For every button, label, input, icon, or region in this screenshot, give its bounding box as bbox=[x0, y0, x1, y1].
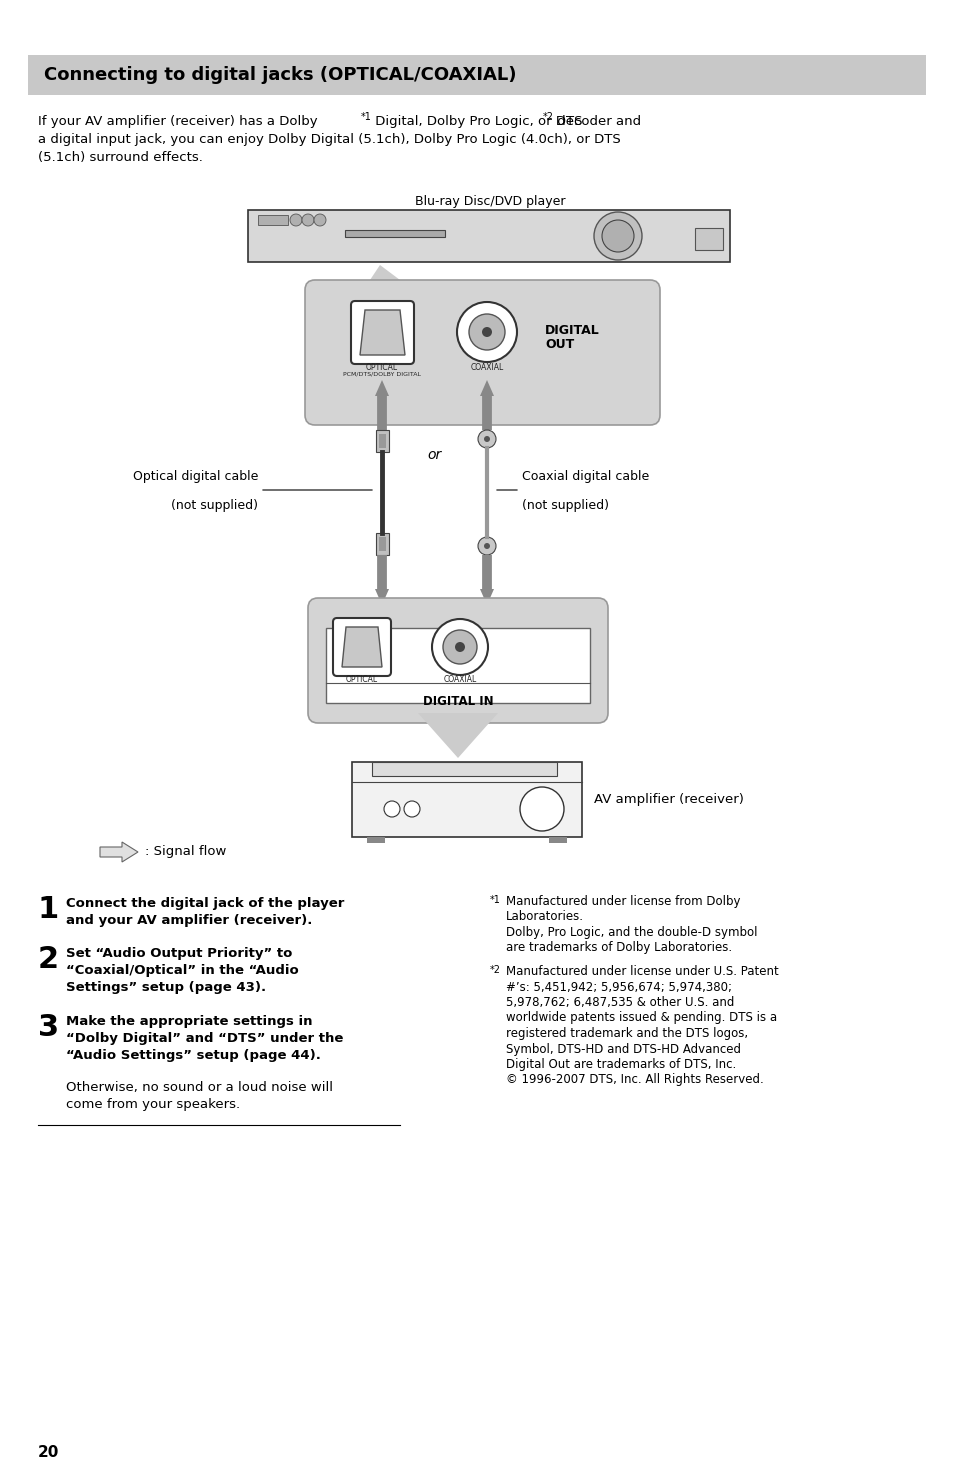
Text: Dolby, Pro Logic, and the double-D symbol: Dolby, Pro Logic, and the double-D symbo… bbox=[505, 925, 757, 939]
Bar bbox=[326, 627, 589, 703]
Text: Make the appropriate settings in: Make the appropriate settings in bbox=[66, 1014, 313, 1028]
Text: Connect the digital jack of the player: Connect the digital jack of the player bbox=[66, 897, 344, 911]
Text: Symbol, DTS-HD and DTS-HD Advanced: Symbol, DTS-HD and DTS-HD Advanced bbox=[505, 1043, 740, 1056]
Bar bbox=[28, 55, 925, 95]
Circle shape bbox=[519, 787, 563, 830]
Text: Optical digital cable: Optical digital cable bbox=[132, 470, 257, 483]
Text: COAXIAL: COAXIAL bbox=[443, 675, 476, 684]
Text: Set “Audio Output Priority” to: Set “Audio Output Priority” to bbox=[66, 948, 292, 960]
Text: AV amplifier (receiver): AV amplifier (receiver) bbox=[594, 792, 743, 805]
Text: or: or bbox=[427, 448, 441, 463]
Polygon shape bbox=[417, 713, 497, 758]
Circle shape bbox=[601, 219, 634, 252]
Text: 2: 2 bbox=[38, 945, 59, 974]
Circle shape bbox=[455, 642, 464, 653]
Text: (not supplied): (not supplied) bbox=[171, 498, 257, 512]
Text: *1: *1 bbox=[360, 113, 372, 122]
Text: (5.1ch) surround effects.: (5.1ch) surround effects. bbox=[38, 151, 203, 165]
Bar bbox=[375, 430, 389, 452]
Circle shape bbox=[483, 543, 490, 549]
Text: and your AV amplifier (receiver).: and your AV amplifier (receiver). bbox=[66, 914, 312, 927]
Circle shape bbox=[314, 214, 326, 225]
Text: (not supplied): (not supplied) bbox=[521, 498, 608, 512]
Bar bbox=[345, 230, 444, 237]
Text: “Audio Settings” setup (page 44).: “Audio Settings” setup (page 44). bbox=[66, 1048, 320, 1062]
Text: 20: 20 bbox=[38, 1444, 59, 1459]
Text: #’s: 5,451,942; 5,956,674; 5,974,380;: #’s: 5,451,942; 5,956,674; 5,974,380; bbox=[505, 980, 731, 994]
FancyBboxPatch shape bbox=[308, 598, 607, 724]
Circle shape bbox=[384, 801, 399, 817]
Text: 1: 1 bbox=[38, 896, 59, 924]
Bar bbox=[372, 762, 557, 776]
Text: are trademarks of Dolby Laboratories.: are trademarks of Dolby Laboratories. bbox=[505, 942, 731, 955]
Polygon shape bbox=[375, 555, 389, 605]
Bar bbox=[375, 532, 389, 555]
Circle shape bbox=[483, 436, 490, 442]
Text: If your AV amplifier (receiver) has a Dolby: If your AV amplifier (receiver) has a Do… bbox=[38, 116, 317, 128]
Bar bbox=[695, 228, 722, 251]
Text: “Coaxial/Optical” in the “Audio: “Coaxial/Optical” in the “Audio bbox=[66, 964, 298, 977]
FancyBboxPatch shape bbox=[351, 301, 414, 363]
Circle shape bbox=[403, 801, 419, 817]
Text: *1: *1 bbox=[490, 896, 500, 905]
Text: DIGITAL: DIGITAL bbox=[544, 323, 599, 337]
Circle shape bbox=[469, 314, 504, 350]
Text: 3: 3 bbox=[38, 1013, 59, 1043]
Bar bbox=[257, 215, 288, 225]
Text: © 1996-2007 DTS, Inc. All Rights Reserved.: © 1996-2007 DTS, Inc. All Rights Reserve… bbox=[505, 1074, 763, 1087]
Text: : Signal flow: : Signal flow bbox=[145, 845, 226, 859]
Circle shape bbox=[432, 618, 488, 675]
Text: PCM/DTS/DOLBY DIGITAL: PCM/DTS/DOLBY DIGITAL bbox=[343, 372, 420, 377]
Text: DIGITAL IN: DIGITAL IN bbox=[422, 696, 493, 707]
Text: Otherwise, no sound or a loud noise will: Otherwise, no sound or a loud noise will bbox=[66, 1081, 333, 1094]
Bar bbox=[378, 435, 386, 448]
Circle shape bbox=[594, 212, 641, 260]
Polygon shape bbox=[341, 627, 381, 667]
Text: OPTICAL: OPTICAL bbox=[366, 363, 397, 372]
Text: worldwide patents issued & pending. DTS is a: worldwide patents issued & pending. DTS … bbox=[505, 1011, 777, 1025]
Circle shape bbox=[442, 630, 476, 664]
Text: “Dolby Digital” and “DTS” under the: “Dolby Digital” and “DTS” under the bbox=[66, 1032, 343, 1046]
Text: Manufactured under license under U.S. Patent: Manufactured under license under U.S. Pa… bbox=[505, 965, 778, 977]
Circle shape bbox=[302, 214, 314, 225]
Text: Laboratories.: Laboratories. bbox=[505, 911, 583, 924]
Circle shape bbox=[290, 214, 302, 225]
Text: registered trademark and the DTS logos,: registered trademark and the DTS logos, bbox=[505, 1028, 747, 1040]
Text: Coaxial digital cable: Coaxial digital cable bbox=[521, 470, 649, 483]
Polygon shape bbox=[100, 842, 138, 862]
Polygon shape bbox=[359, 310, 405, 354]
Polygon shape bbox=[479, 555, 494, 605]
Polygon shape bbox=[479, 380, 494, 430]
Text: Blu-ray Disc/DVD player: Blu-ray Disc/DVD player bbox=[415, 194, 565, 208]
Bar bbox=[378, 537, 386, 552]
Text: OUT: OUT bbox=[544, 338, 574, 351]
Text: Manufactured under license from Dolby: Manufactured under license from Dolby bbox=[505, 896, 740, 908]
Text: decoder and: decoder and bbox=[553, 116, 640, 128]
Circle shape bbox=[481, 326, 492, 337]
Text: COAXIAL: COAXIAL bbox=[470, 363, 503, 372]
Text: come from your speakers.: come from your speakers. bbox=[66, 1097, 240, 1111]
Text: Digital Out are trademarks of DTS, Inc.: Digital Out are trademarks of DTS, Inc. bbox=[505, 1057, 736, 1071]
Polygon shape bbox=[359, 265, 419, 295]
Polygon shape bbox=[375, 380, 389, 430]
Circle shape bbox=[477, 430, 496, 448]
FancyBboxPatch shape bbox=[305, 280, 659, 426]
Circle shape bbox=[477, 537, 496, 555]
Text: Digital, Dolby Pro Logic, or DTS: Digital, Dolby Pro Logic, or DTS bbox=[371, 116, 582, 128]
Text: a digital input jack, you can enjoy Dolby Digital (5.1ch), Dolby Pro Logic (4.0c: a digital input jack, you can enjoy Dolb… bbox=[38, 133, 620, 145]
FancyBboxPatch shape bbox=[333, 618, 391, 676]
Circle shape bbox=[456, 303, 517, 362]
Text: 5,978,762; 6,487,535 & other U.S. and: 5,978,762; 6,487,535 & other U.S. and bbox=[505, 997, 734, 1008]
Bar bbox=[248, 211, 729, 262]
Text: OPTICAL: OPTICAL bbox=[346, 675, 377, 684]
Text: Settings” setup (page 43).: Settings” setup (page 43). bbox=[66, 980, 266, 994]
Bar bbox=[548, 836, 566, 842]
Text: *2: *2 bbox=[542, 113, 554, 122]
Text: Connecting to digital jacks (OPTICAL/COAXIAL): Connecting to digital jacks (OPTICAL/COA… bbox=[44, 67, 516, 85]
Bar bbox=[367, 836, 385, 842]
Bar bbox=[352, 762, 581, 836]
Text: *2: *2 bbox=[490, 965, 500, 974]
